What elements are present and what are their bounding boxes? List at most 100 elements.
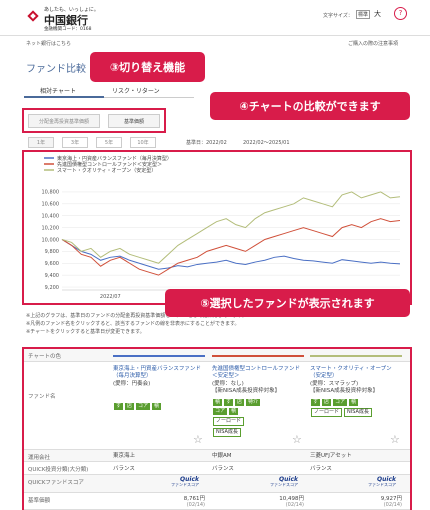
category: バランス (212, 466, 234, 472)
row-label: QUICK投資分類(大分類) (28, 467, 89, 473)
price-date: (02/14) (285, 502, 304, 508)
fund-nickname: (愛称：円奏会) (113, 381, 151, 387)
period-button[interactable]: 5年 (96, 137, 122, 148)
note: ※チャートをクリックすると基準日が変更できます。 (26, 329, 145, 335)
help[interactable]: ? (394, 7, 407, 20)
tags: す店コア 積ノーロード NISA成長 (310, 398, 380, 418)
y-tick-label: 10,000 (42, 237, 60, 243)
price-date: (02/14) (186, 502, 205, 508)
bank-name: 中国銀行 (44, 14, 88, 27)
callout: ④チャートの比較ができます (210, 92, 410, 120)
note: ※凡例のファンド名をクリックすると、該当するファンドの線を非表示にすることができ… (26, 321, 240, 327)
fund-name[interactable]: 先進国債権型コントロールファンド＜安定型＞ (212, 366, 301, 379)
font-standard[interactable]: 標準 (356, 10, 371, 19)
tag: す (224, 399, 234, 406)
tag: コア (136, 403, 151, 410)
y-tick-label: 10,600 (42, 202, 60, 208)
tag: ノーロード (213, 417, 245, 426)
price: 9,927円 (380, 496, 402, 502)
tag: す (311, 399, 321, 406)
price-date: (02/14) (383, 502, 402, 508)
favorite-star: ☆ (193, 433, 203, 446)
score-label: ファンドスコア (270, 482, 298, 487)
callout: ③切り替え機能 (90, 52, 205, 82)
tags: す店コア積 (113, 402, 173, 411)
y-tick-label: 9,200 (45, 285, 59, 291)
tag: 店 (235, 399, 245, 406)
table-row: QUICK投資分類(大分類) (24, 462, 410, 475)
notes: ※上記のグラフは、基準日のファンドの分配金再投資基準価額を10,000として指数… (26, 312, 247, 336)
date-range: 2022/02～2025/01 (243, 140, 290, 146)
y-tick-label: 10,200 (42, 225, 60, 231)
period-button[interactable]: 1年 (28, 137, 54, 148)
score-label: ファンドスコア (171, 482, 199, 487)
y-tick-label: 9,600 (45, 261, 59, 267)
bank-code: 金融機関コード：0168 (44, 27, 92, 32)
net-bank-link[interactable]: ネット銀行はこちら (26, 41, 72, 47)
row-label: チャートの色 (28, 354, 61, 360)
table-row: 基準価額 (24, 493, 410, 510)
tag: コア (213, 408, 228, 415)
fund-nickname: (愛称：スマラップ) (310, 381, 359, 387)
nisa-label: 【新NISA成長投資枠対象】 (212, 388, 281, 394)
slogan: あしたも、いっしょに。 (44, 7, 99, 13)
row-label: 運用会社 (28, 455, 51, 461)
base-date: 基準日：2022/02 (186, 140, 227, 146)
score-brand: Quick (180, 476, 199, 483)
tag: 積 (213, 399, 223, 406)
legend-label: 先進国債権型コントロールファンド＜安定型＞ (57, 161, 162, 168)
chart-color (113, 355, 205, 357)
table-row: 運用会社 (24, 450, 410, 462)
font-large[interactable]: 大 (374, 10, 381, 18)
note: ※上記のグラフは、基準日のファンドの分配金再投資基準価額を10,000として指数… (26, 313, 247, 319)
period-button[interactable]: 10年 (130, 137, 156, 148)
y-tick-label: 10,800 (42, 190, 60, 196)
y-tick-label: 10,400 (42, 214, 60, 220)
fund-name[interactable]: 東京海上・円資産バランスファンド（毎月決算型） (113, 366, 201, 379)
tag: 積 (152, 403, 162, 410)
tab-line (104, 97, 194, 98)
legend-label: スマート・クオリティ・オープン（安定型） (57, 167, 156, 174)
chart-color (310, 355, 402, 357)
tag: 特介 (246, 399, 261, 406)
tag: 店 (125, 403, 135, 410)
chart: 東京海上・円資産バランスファンド（毎月決算型）先進国債権型コントロールファンド＜… (42, 155, 401, 300)
tag: す (114, 403, 124, 410)
font-size-label: 文字サイズ： (323, 13, 353, 19)
fund-nickname: (愛称：なし) (212, 381, 244, 387)
tag: NISA成長 (344, 408, 372, 417)
tag: 積 (229, 408, 239, 415)
row-label: 基準価額 (28, 498, 51, 504)
tag: ノーロード (311, 408, 343, 417)
fund-name[interactable]: スマート・クオリティ・オープン（安定型） (310, 366, 392, 379)
score-logo: Quick ファンドスコア (368, 476, 396, 488)
score-label: ファンドスコア (368, 482, 396, 487)
tab[interactable]: 相対チャート (40, 88, 76, 95)
score-brand: Quick (377, 476, 396, 483)
company: 中銀AM (212, 453, 232, 459)
row-label: QUICKファンドスコア (28, 480, 84, 486)
callout: ⑤選択したファンドが表示されます (165, 289, 410, 317)
tab-underline (24, 96, 104, 98)
score-logo: Quick ファンドスコア (270, 476, 298, 488)
row-label: ファンド名 (28, 394, 56, 400)
period-button[interactable]: 3年 (62, 137, 88, 148)
company: 三菱UFJアセット (310, 453, 352, 459)
favorite-star: ☆ (292, 433, 302, 446)
legend-label: 東京海上・円資産バランスファンド（毎月決算型） (57, 155, 172, 162)
nisa-label: 【新NISA成長投資枠対象】 (310, 388, 379, 394)
x-tick-label: 2022/07 (100, 294, 121, 300)
tab[interactable]: リスク・リターン (112, 88, 160, 95)
y-tick-label: 9,800 (45, 249, 59, 255)
divider (0, 35, 430, 36)
favorite-star: ☆ (390, 433, 400, 446)
notice-link[interactable]: ご購入の際の注意事項 (348, 41, 399, 47)
score-brand: Quick (279, 476, 298, 483)
price: 10,498円 (279, 496, 304, 502)
highlight-box (22, 108, 166, 133)
toggle-button[interactable]: 分配金再投資基準価額 (28, 114, 100, 128)
company: 東京海上 (113, 453, 136, 459)
logo-icon (27, 10, 39, 22)
toggle-button[interactable]: 基準価額 (108, 114, 160, 128)
category: バランス (113, 466, 135, 472)
